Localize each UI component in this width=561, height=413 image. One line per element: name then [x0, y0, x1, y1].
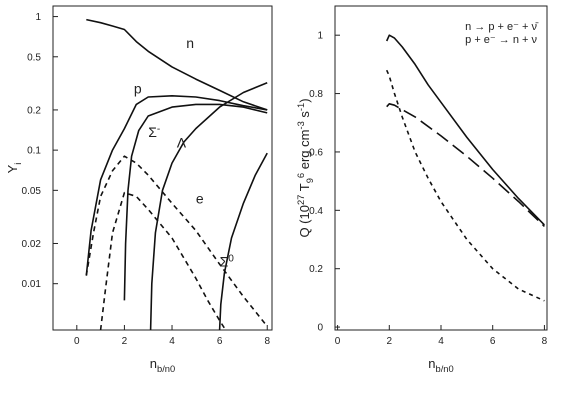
y-tick-label: 0.4: [309, 206, 323, 217]
series-line-curve-1: [385, 34, 545, 226]
series-line-curve-2: [386, 103, 545, 227]
x-tick-label: 6: [490, 336, 496, 347]
y-tick-label: 0.01: [22, 279, 42, 290]
legend-line-1: n → p + e⁻ + ν̄: [465, 21, 539, 33]
y-tick-label: 1: [317, 31, 323, 42]
x-tick-label: 2: [387, 336, 393, 347]
plot-frame: [334, 5, 548, 331]
curve-label: p: [134, 81, 142, 97]
y-axis-label: Q (1027 T96 erg cm-3 s-1): [296, 98, 315, 237]
curve-label: Σ-: [148, 124, 160, 140]
y-tick-label: 0.02: [22, 239, 42, 250]
series-line-Σ⁻: [123, 103, 268, 301]
series-line-n: [86, 18, 268, 111]
x-tick-label: 0: [335, 336, 341, 347]
x-tick-label: 4: [169, 336, 175, 347]
series-line-Σ⁰: [218, 152, 268, 330]
left-panel-yield-chart: 0 2 4 6 8 0.01 0.02 0.05 0.1 0.2 0.5 1 nb/n0 Yi n p Σ- Λe…: [5, 5, 273, 374]
series-line-curve-3: [385, 69, 545, 302]
curve-label: e: [196, 190, 204, 206]
x-tick-label: 6: [217, 336, 223, 347]
curve-label: n: [186, 35, 194, 51]
series-line-p: [85, 95, 268, 276]
series-line-e: [85, 155, 268, 327]
y-tick-label: 0.2: [27, 105, 41, 116]
x-tick-label: 2: [122, 336, 128, 347]
x-tick-label: 8: [542, 336, 548, 347]
y-tick-label: 0.6: [309, 147, 323, 158]
y-tick-label: 1: [35, 12, 41, 23]
x-tick-label: 8: [264, 336, 270, 347]
curve-label: Λ: [177, 134, 187, 150]
y-axis-label: Yi: [5, 163, 23, 174]
legend-line-2: p + e⁻ → n + ν: [465, 34, 537, 46]
x-axis-label: nb/n0: [428, 356, 453, 374]
y-tick-label: 0.05: [22, 186, 42, 197]
curve-label: Σ0: [220, 253, 235, 269]
x-tick-label: 0: [74, 336, 80, 347]
y-tick-label: 0.1: [27, 146, 41, 157]
x-axis-label: nb/n0: [150, 356, 175, 374]
y-tick-label: 0.5: [27, 52, 41, 63]
y-tick-label: 0.8: [309, 89, 323, 100]
series-line-Λ: [149, 81, 268, 330]
plot-frame: [52, 5, 273, 331]
right-panel-emissivity-chart: 0 2 4 6 8 0 0.2 0.4 0.6 0.8 1 nb/n0 Q (1027 T96 erg …: [296, 5, 548, 374]
x-tick-label: 4: [438, 336, 444, 347]
y-tick-label: 0: [317, 323, 323, 334]
y-tick-label: 0.2: [309, 264, 323, 275]
series-line-curve-4: [99, 191, 227, 330]
